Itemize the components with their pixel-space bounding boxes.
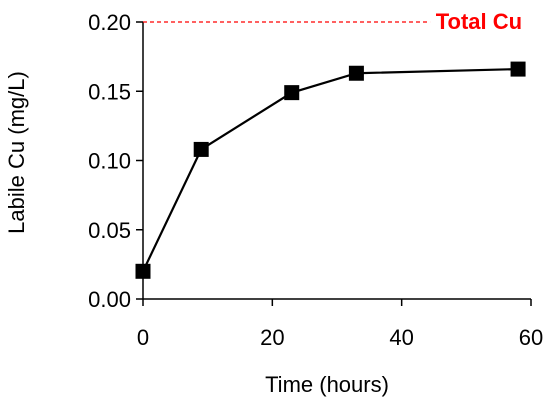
x-tick-label: 0 [137,325,149,350]
data-point-square [135,263,151,279]
y-tick-label: 0.05 [88,218,131,243]
total-cu-label: Total Cu [436,9,522,34]
data-point-square [284,85,300,101]
data-point-square [193,141,209,157]
x-tick-label: 60 [519,325,543,350]
y-tick-label: 0.10 [88,149,131,174]
x-tick-label: 40 [389,325,413,350]
data-point-square [348,65,364,81]
y-tick-label: 0.00 [88,287,131,312]
reference-layer: Total Cu [143,9,522,34]
series-line [142,67,519,272]
y-tick-label: 0.15 [88,79,131,104]
y-tick-label: 0.20 [88,10,131,35]
axes-layer [142,22,531,300]
x-axis-title: Time (hours) [265,372,389,397]
y-axis-title: Labile Cu (mg/L) [4,71,29,234]
data-point-square [510,61,526,77]
series-layer [135,61,526,279]
x-tick-label: 20 [260,325,284,350]
x-ticks: 0 20 40 60 [137,299,543,350]
y-ticks: 0.00 0.05 0.10 0.15 0.20 [88,10,143,312]
